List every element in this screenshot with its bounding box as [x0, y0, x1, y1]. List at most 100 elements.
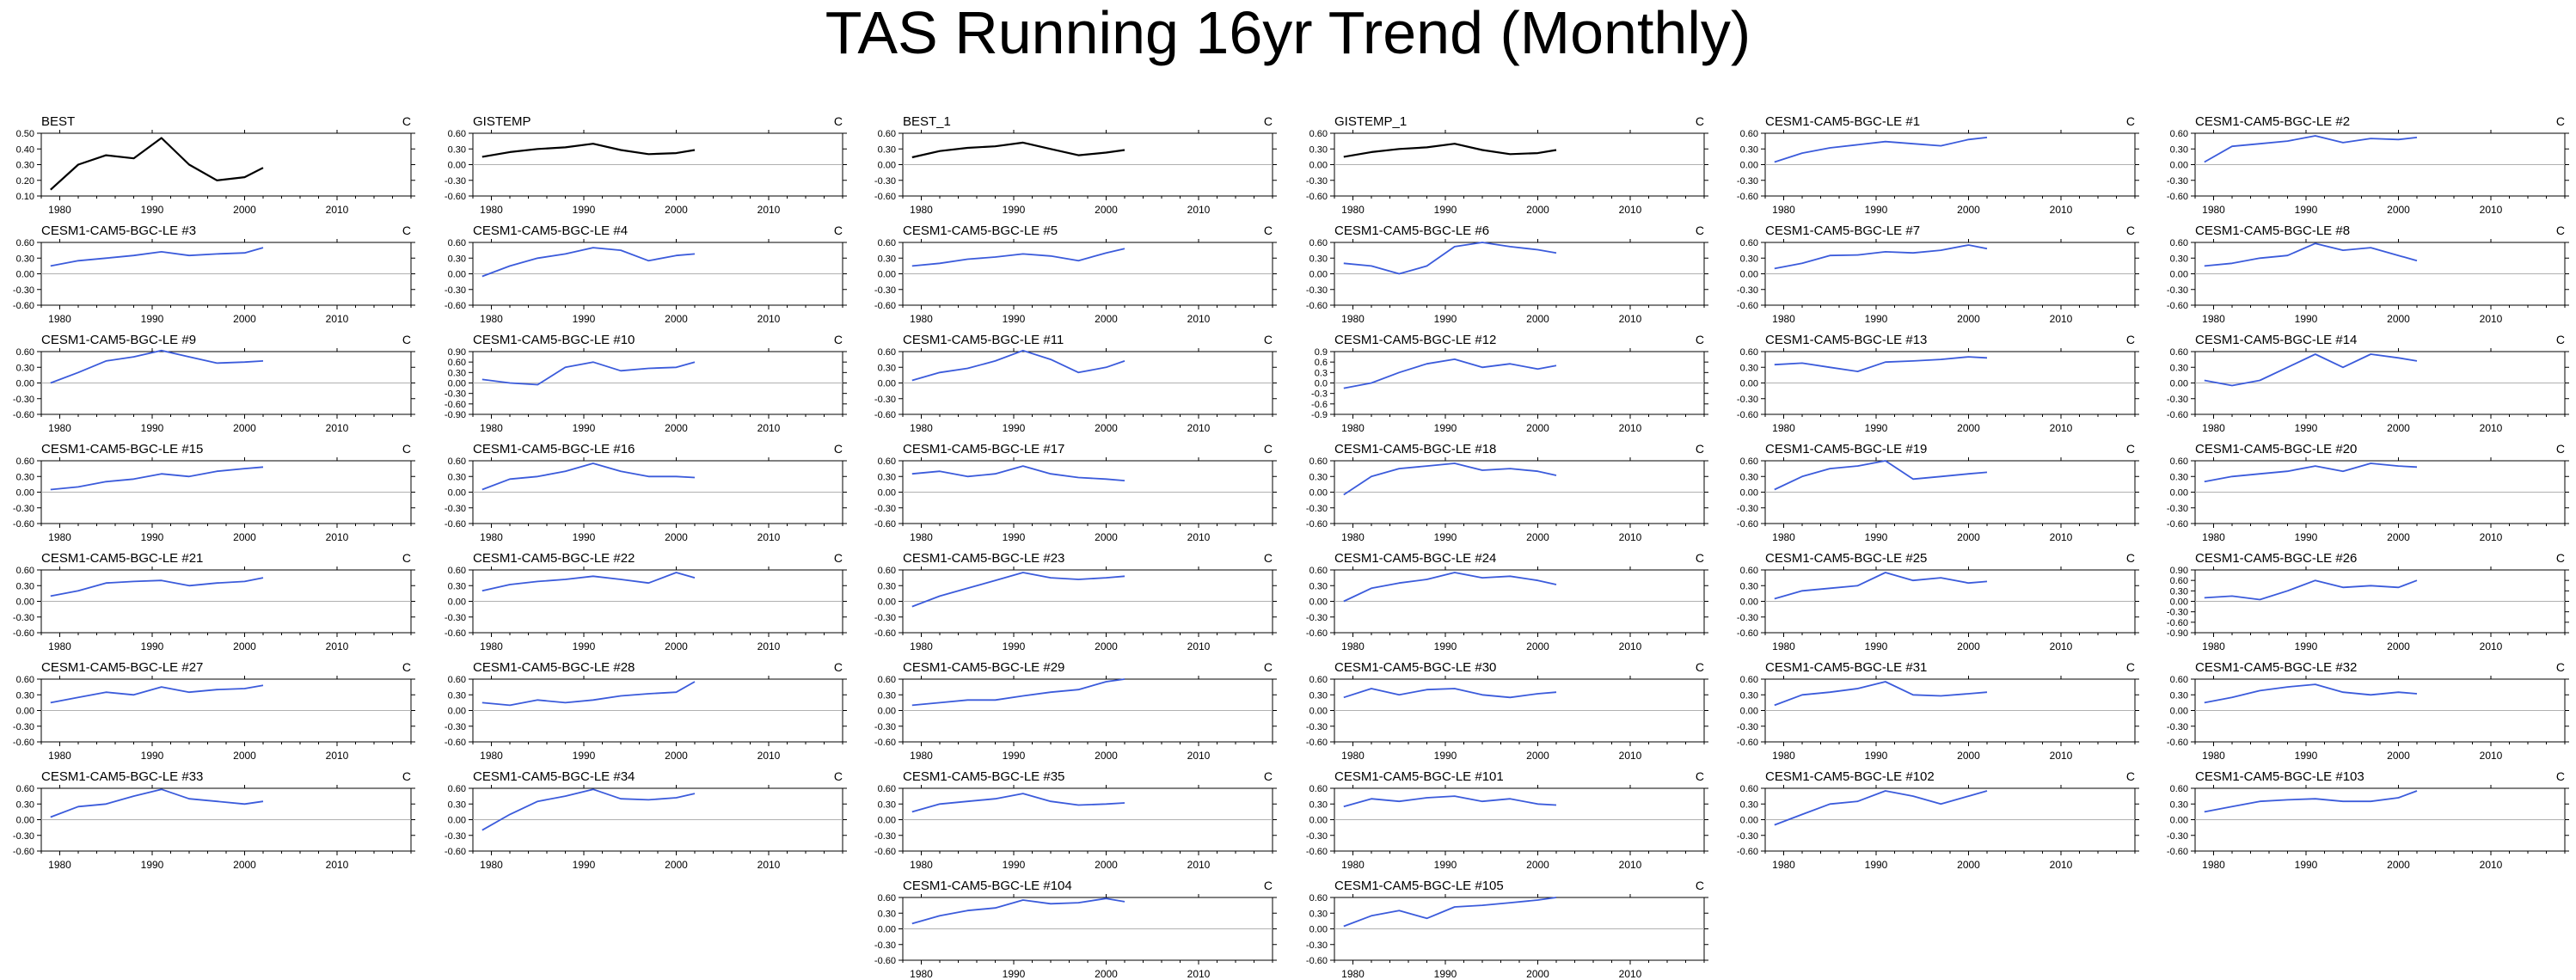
panel: CESM1-CAM5-BGC-LE #3 C 0.60 0.30 0.00 -0.30 -0… [13, 224, 415, 325]
x-tick-label: 1980 [1772, 640, 1795, 652]
panel-title: CESM1-CAM5-BGC-LE #28 [473, 660, 635, 675]
series-line [50, 788, 264, 818]
y-tick-label: -0.30 [1306, 722, 1328, 732]
y-tick-label: 0.60 [2170, 347, 2188, 358]
x-tick-label: 1990 [1003, 531, 1026, 543]
x-tick-label: 2010 [757, 313, 781, 325]
series-line [481, 247, 696, 278]
y-tick-label: -0.60 [445, 847, 466, 857]
series-line [50, 577, 264, 597]
series-line [50, 247, 264, 267]
x-tick-label: 2000 [2387, 422, 2410, 434]
x-tick-label: 2000 [1095, 859, 1118, 871]
panel: CESM1-CAM5-BGC-LE #5 C 0.60 0.30 0.00 -0.30 -0… [874, 224, 1277, 325]
x-tick-label: 1980 [48, 640, 71, 652]
y-tick-label: 0.00 [878, 925, 896, 935]
x-tick-label: 2000 [233, 204, 256, 216]
y-tick-label: 0.00 [2170, 270, 2188, 280]
y-tick-label: -0.30 [874, 395, 896, 405]
y-tick-label: 0.30 [1740, 472, 1758, 482]
y-tick-label: 0.00 [16, 379, 34, 389]
y-tick-label: 0.30 [16, 690, 34, 701]
y-tick-label: -0.30 [1737, 722, 1758, 732]
y-tick-label: -0.60 [874, 628, 896, 639]
y-tick-label: 0.00 [448, 707, 466, 717]
panel-title: CESM1-CAM5-BGC-LE #24 [1334, 551, 1496, 566]
panel-title: CESM1-CAM5-BGC-LE #2 [2195, 114, 2350, 129]
y-tick-label: 0.30 [1740, 363, 1758, 373]
y-tick-label: 0.60 [16, 675, 34, 685]
x-tick-label: 2010 [2050, 422, 2073, 434]
y-tick-label: 0.30 [448, 690, 466, 701]
y-tick-label: -0.30 [2167, 722, 2188, 732]
x-tick-label: 1980 [48, 531, 71, 543]
panel: CESM1-CAM5-BGC-LE #9 C 0.60 0.30 0.00 -0.30 -0… [13, 333, 415, 434]
x-tick-label: 1990 [141, 750, 164, 762]
y-tick-label: 0.00 [878, 270, 896, 280]
x-tick-label: 1980 [48, 204, 71, 216]
y-tick-label: -0.60 [874, 956, 896, 966]
panel-units: C [1696, 442, 1704, 456]
x-tick-label: 1990 [573, 750, 596, 762]
y-tick-label: -0.30 [2167, 395, 2188, 405]
panel-units: C [1264, 442, 1273, 456]
panel-title: CESM1-CAM5-BGC-LE #11 [903, 333, 1064, 347]
x-tick-label: 1980 [910, 204, 933, 216]
panel: CESM1-CAM5-BGC-LE #27 C 0.60 0.30 0.00 -0.30 -… [13, 660, 415, 762]
panel-title: CESM1-CAM5-BGC-LE #19 [1765, 442, 1927, 456]
y-tick-label: 0.00 [448, 488, 466, 499]
y-tick-label: 0.00 [16, 816, 34, 826]
panel-units: C [402, 114, 411, 128]
y-tick-label: 0.30 [448, 581, 466, 591]
series-line [911, 141, 1125, 159]
y-tick-label: -0.30 [445, 285, 466, 296]
y-tick-label: -0.90 [445, 410, 466, 420]
x-tick-label: 1990 [1434, 859, 1457, 871]
panel-units: C [1696, 551, 1704, 565]
y-tick-label: -0.60 [2167, 618, 2188, 628]
x-tick-label: 2000 [1526, 640, 1549, 652]
x-tick-label: 1980 [1772, 313, 1795, 325]
panel-units: C [1696, 769, 1704, 783]
x-tick-label: 2010 [2050, 750, 2073, 762]
panel-title: CESM1-CAM5-BGC-LE #12 [1334, 333, 1496, 347]
y-tick-label: 0.30 [1309, 909, 1328, 919]
y-tick-label: 0.60 [1740, 238, 1758, 248]
y-tick-label: 0.60 [1740, 784, 1758, 794]
x-tick-label: 2000 [1095, 313, 1118, 325]
y-tick-label: -0.30 [874, 831, 896, 842]
y-tick-label: 0.90 [448, 347, 466, 358]
x-tick-label: 2010 [2050, 531, 2073, 543]
x-tick-label: 1990 [1003, 859, 1026, 871]
series-line [50, 684, 264, 704]
y-tick-label: 0.60 [16, 347, 34, 358]
y-tick-label: -0.30 [874, 285, 896, 296]
y-tick-label: -0.9 [1311, 410, 1328, 420]
y-tick-label: -0.60 [2167, 738, 2188, 748]
panel: CESM1-CAM5-BGC-LE #30 C 0.60 0.30 0.00 -0.30 -… [1306, 660, 1708, 762]
panel-title: CESM1-CAM5-BGC-LE #31 [1765, 660, 1927, 675]
x-tick-label: 1980 [1341, 968, 1365, 980]
y-tick-label: 0.30 [2170, 472, 2188, 482]
panel: CESM1-CAM5-BGC-LE #102 C 0.60 0.30 0.00 -0.30… [1737, 769, 2139, 871]
y-tick-label: 0.60 [1309, 893, 1328, 903]
series-line [481, 361, 696, 386]
panel: CESM1-CAM5-BGC-LE #26 C0.900.600.300.00-0… [2167, 551, 2569, 652]
series-line [481, 462, 696, 491]
x-tick-label: 1990 [2295, 750, 2318, 762]
x-tick-label: 1990 [1434, 204, 1457, 216]
y-tick-label: -0.60 [1306, 301, 1328, 311]
panel-units: C [834, 551, 843, 565]
x-tick-label: 2010 [757, 204, 781, 216]
x-tick-label: 2000 [1095, 531, 1118, 543]
series-line [2204, 462, 2418, 483]
series-line [911, 572, 1125, 608]
series-line [2204, 579, 2418, 601]
panel-title: CESM1-CAM5-BGC-LE #15 [41, 442, 203, 456]
y-tick-label: 0.60 [2170, 576, 2188, 586]
y-tick-label: 0.00 [448, 816, 466, 826]
y-tick-label: 0.60 [878, 129, 896, 139]
panel-units: C [834, 114, 843, 128]
y-tick-label: 0.60 [2170, 238, 2188, 248]
